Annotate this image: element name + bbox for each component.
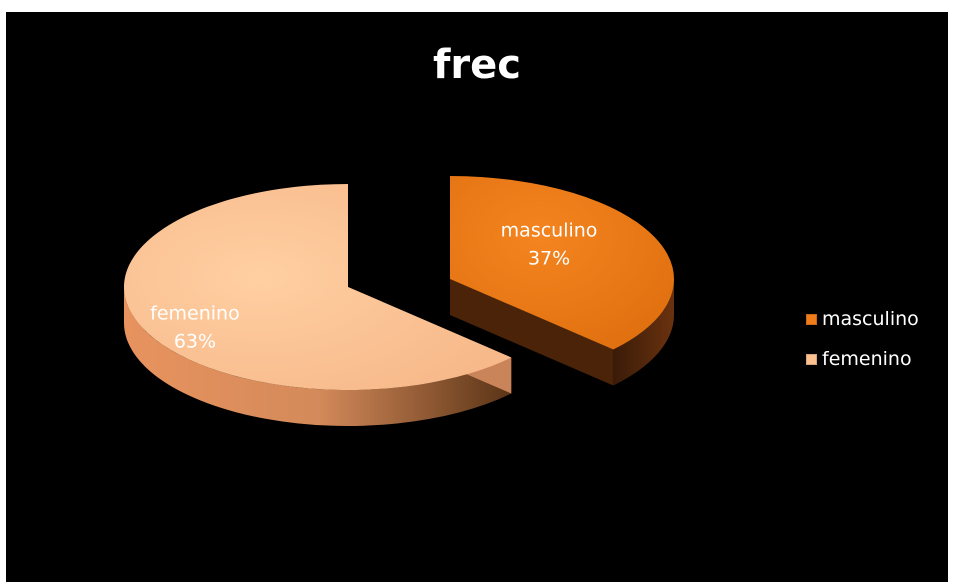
pie-chart: masculino 37% femenino 63% [124,176,675,426]
pie-slice-femenino [124,184,512,390]
chart-legend: masculino femenino [806,308,919,388]
pie-slice-masculino [450,176,675,350]
legend-swatch-masculino [806,313,817,325]
chart-title: frec [433,42,521,88]
legend-swatch-femenino [806,353,817,365]
pie-slice-side-femenino [124,287,512,426]
pie-slice-side-masculino [613,279,674,386]
data-label-value-masculino: 37% [528,248,570,270]
chart-area: frec masculino 37% femenino 63% [6,12,948,582]
legend-item-femenino: femenino [806,348,919,370]
legend-item-masculino: masculino [806,308,919,330]
legend-label-masculino: masculino [822,308,919,330]
legend-label-femenino: femenino [822,348,912,370]
pie-slice-edge-masculino [450,279,614,386]
data-label-value-femenino: 63% [174,330,216,352]
data-label-name-femenino: femenino [150,302,240,324]
data-label-name-masculino: masculino [501,220,598,242]
